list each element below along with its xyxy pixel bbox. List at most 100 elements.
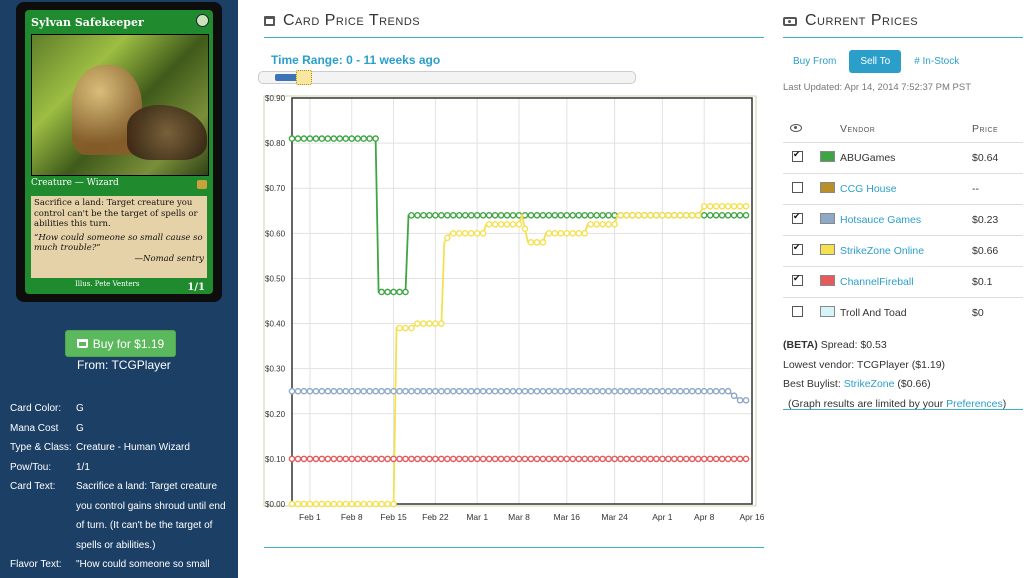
data-point <box>491 211 499 219</box>
stats-divider <box>783 409 1023 410</box>
data-point <box>688 211 696 219</box>
data-point <box>360 387 367 395</box>
vendor-price-cell: -- <box>971 173 1023 205</box>
data-point <box>467 387 475 395</box>
tab-in-stock[interactable]: # In-Stock <box>914 56 960 67</box>
buy-button[interactable]: Buy for $1.19 <box>65 330 176 357</box>
price-trends-title: Card Price Trends <box>264 12 420 30</box>
data-point <box>545 211 553 219</box>
data-point <box>647 455 654 463</box>
detail-label: Card Text: <box>10 481 56 492</box>
x-tick-label: Feb 22 <box>422 512 449 522</box>
data-point <box>712 387 720 395</box>
data-point <box>408 455 415 463</box>
detail-row: Pow/Tou: 1/1 <box>10 458 228 478</box>
data-point <box>641 387 648 395</box>
data-point <box>635 455 642 463</box>
detail-value: "How could someone so small <box>76 559 210 570</box>
vendor-name-cell: Hotsauce Games <box>839 204 971 236</box>
data-point <box>432 387 439 395</box>
data-point <box>461 455 469 463</box>
data-point <box>354 455 362 463</box>
vendor-checkbox[interactable] <box>792 242 803 255</box>
data-point <box>647 211 654 219</box>
data-point <box>509 455 517 463</box>
vendor-checkbox[interactable] <box>792 182 803 193</box>
data-point <box>724 455 732 463</box>
data-point <box>312 455 320 463</box>
best-buylist-label: Best Buylist: <box>783 378 844 390</box>
data-point <box>336 135 344 142</box>
data-point <box>420 320 427 327</box>
money-icon <box>783 16 797 26</box>
data-point <box>330 455 338 463</box>
y-tick-label: $0.80 <box>265 139 286 148</box>
data-point <box>736 396 744 404</box>
data-point <box>396 455 403 463</box>
price-stats: (BETA) Spread: $0.53 Lowest vendor: TCGP… <box>783 336 1006 414</box>
slider-handle[interactable] <box>296 70 312 85</box>
data-point <box>324 500 332 508</box>
vendor-name[interactable]: CCG House <box>840 183 897 195</box>
vendor-checkbox[interactable] <box>792 273 803 286</box>
best-buylist-link[interactable]: StrikeZone <box>843 378 895 390</box>
data-point <box>521 225 529 233</box>
vendor-rows: ABUGames $0.64 CCG House -- Hotsauce Games $0… <box>783 142 1023 328</box>
vendor-checkbox[interactable] <box>792 306 803 317</box>
data-point <box>426 211 433 219</box>
data-point <box>611 221 618 228</box>
data-point <box>449 211 457 219</box>
data-point <box>575 211 583 219</box>
data-point <box>623 211 630 219</box>
vendor-name[interactable]: StrikeZone Online <box>840 245 925 257</box>
vendor-checkbox[interactable] <box>792 211 803 224</box>
data-point <box>473 455 481 463</box>
x-tick-label: Mar 1 <box>466 512 488 522</box>
data-point <box>360 500 367 508</box>
data-point <box>294 500 302 508</box>
data-point <box>712 455 720 463</box>
card-rules-text: Sacrifice a land: Target creature you co… <box>34 198 198 229</box>
data-point <box>551 387 559 395</box>
data-point <box>455 211 463 219</box>
data-point <box>306 500 314 508</box>
vendor-name[interactable]: Hotsauce Games <box>840 214 922 226</box>
x-tick-label: Apr 1 <box>652 512 673 522</box>
data-point <box>563 455 571 463</box>
vendor-name: ABUGames <box>840 152 896 164</box>
data-point <box>581 455 589 463</box>
data-point <box>306 455 314 463</box>
card-flavor-attribution: —Nomad sentry <box>134 253 204 264</box>
vendor-color-swatch <box>820 213 835 224</box>
data-point <box>742 202 750 210</box>
data-point <box>324 455 332 463</box>
data-point <box>700 387 708 395</box>
vendor-row: Troll And Toad $0 <box>783 297 1023 328</box>
data-point <box>557 387 565 395</box>
tab-buy-from[interactable]: Buy From <box>793 56 837 67</box>
preferences-link[interactable]: Preferences <box>946 397 1003 410</box>
time-range-slider[interactable] <box>258 70 636 85</box>
data-point <box>288 500 296 508</box>
vendor-checkbox[interactable] <box>792 149 803 162</box>
data-point <box>700 455 708 463</box>
vendor-row: ABUGames $0.64 <box>783 142 1023 174</box>
data-point <box>294 455 302 463</box>
detail-value: Sacrifice a land: Target creature you co… <box>76 481 226 551</box>
tab-sell-to[interactable]: Sell To <box>849 50 902 73</box>
data-point <box>742 396 750 404</box>
data-point <box>384 500 391 508</box>
data-point <box>641 455 648 463</box>
title-divider <box>264 37 764 38</box>
data-point <box>593 211 600 219</box>
vendor-checkbox-cell <box>783 173 815 205</box>
data-point <box>491 387 499 395</box>
data-point <box>479 211 487 219</box>
data-point <box>736 211 744 219</box>
x-tick-label: Feb 8 <box>341 512 363 522</box>
data-point <box>384 288 391 296</box>
vendor-name[interactable]: ChannelFireball <box>840 276 914 288</box>
data-point <box>396 387 403 395</box>
data-point <box>485 221 493 228</box>
data-point <box>503 221 511 228</box>
